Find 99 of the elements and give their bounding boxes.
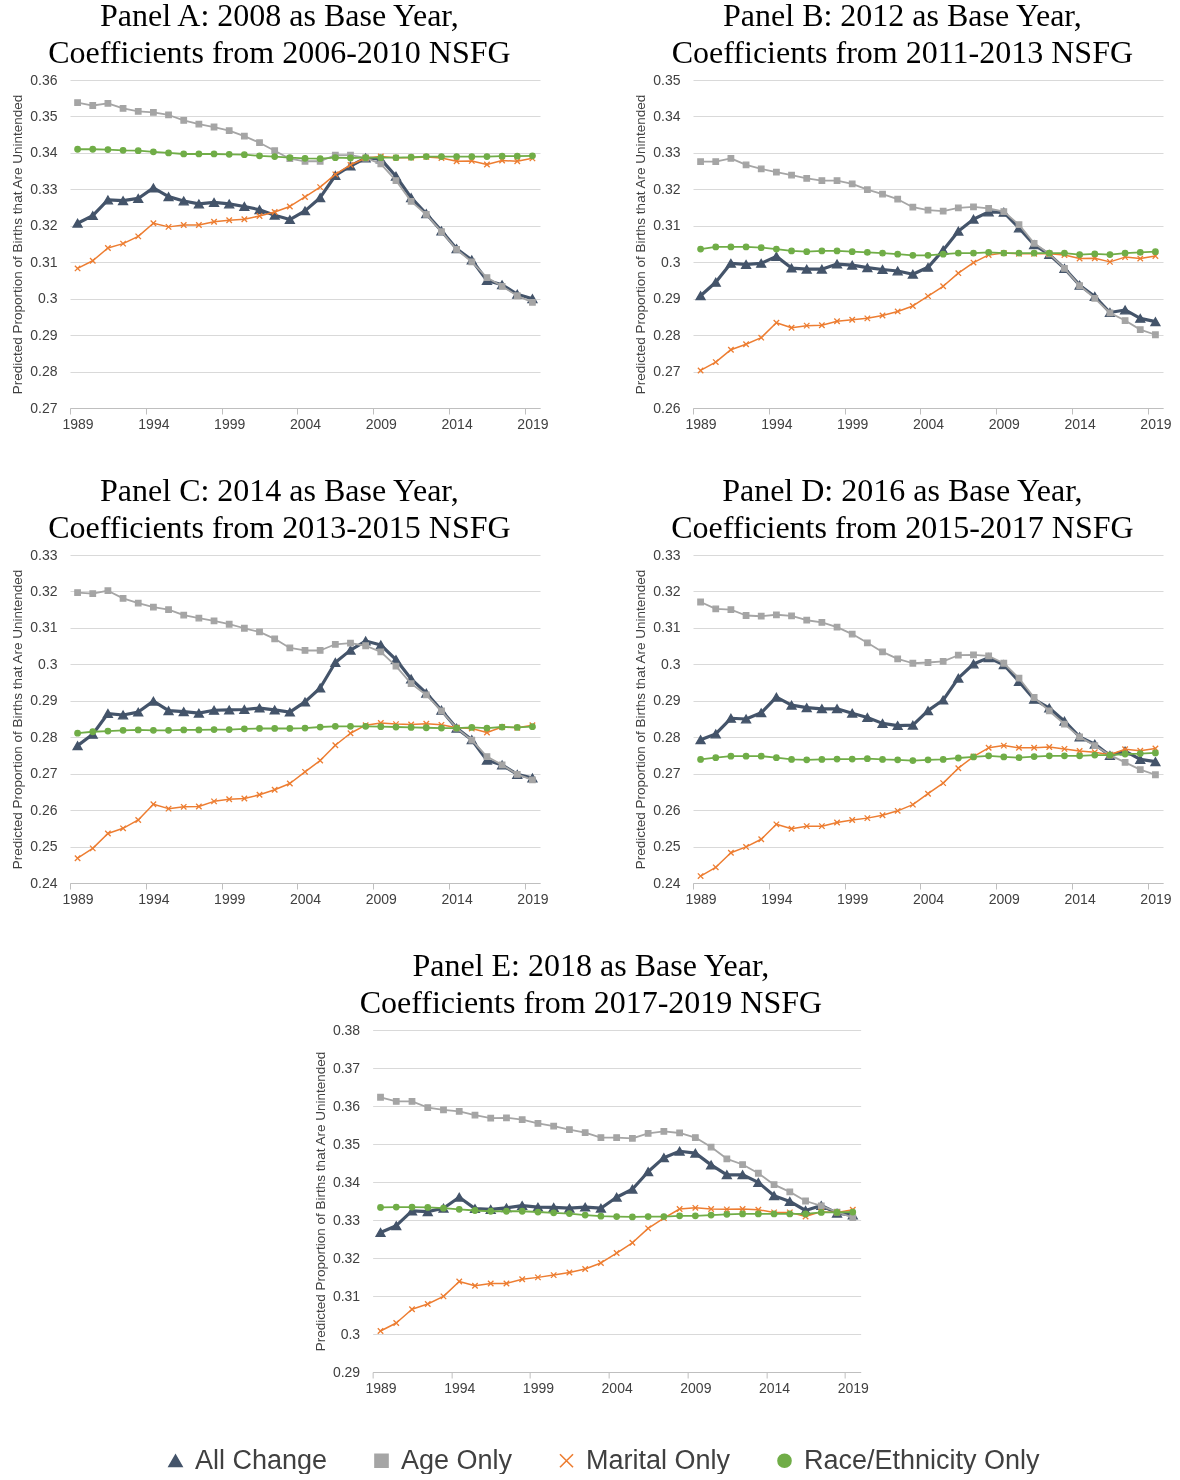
y-tick-label: 0.3 xyxy=(661,253,681,270)
x-tick-label: 1994 xyxy=(761,890,793,907)
legend-label: Age Only xyxy=(401,1444,513,1475)
x-tick-label: 2009 xyxy=(365,890,398,907)
chart-title: Panel C: 2014 as Base Year, Coefficients from 2013-2015 NSFG xyxy=(48,472,511,545)
y-tick-label: 0.33 xyxy=(332,1211,361,1228)
y-tick-label: 0.35 xyxy=(332,1135,361,1152)
y-tick-label: 0.24 xyxy=(653,874,681,891)
y-tick-label: 0.24 xyxy=(30,874,58,891)
y-tick-label: 0.32 xyxy=(332,1249,361,1266)
y-tick-label: 0.27 xyxy=(30,399,58,416)
y-tick-label: 0.31 xyxy=(653,217,681,234)
y-tick-label: 0.27 xyxy=(30,765,58,782)
y-tick-label: 0.28 xyxy=(30,363,58,380)
x-tick-label: 2009 xyxy=(680,1379,712,1396)
y-tick-label: 0.3 xyxy=(38,655,58,672)
y-axis-title: Predicted Proportion of Births that Are Unintended xyxy=(10,569,26,870)
y-axis-title: Predicted Proportion of Births that Are Unintended xyxy=(10,94,26,395)
y-tick-label: 0.35 xyxy=(30,107,58,124)
chart-title: Panel A: 2008 as Base Year, Coefficients from 2006-2010 NSFG xyxy=(48,0,511,70)
x-tick-label: 2014 xyxy=(441,890,473,907)
x-tick-label: 1994 xyxy=(444,1379,476,1396)
x-tick-label: 1989 xyxy=(62,415,94,432)
x-tick-label: 2004 xyxy=(912,890,945,907)
y-tick-label: 0.34 xyxy=(653,107,681,124)
y-tick-label: 0.32 xyxy=(30,582,58,599)
x-tick-label: 2014 xyxy=(1064,890,1096,907)
x-tick-label: 2019 xyxy=(517,415,549,432)
x-tick-label: 1999 xyxy=(214,415,246,432)
y-tick-label: 0.33 xyxy=(653,144,681,161)
y-tick-label: 0.25 xyxy=(30,838,58,855)
x-tick-label: 1999 xyxy=(837,890,869,907)
x-tick-label: 1989 xyxy=(685,890,717,907)
x-tick-label: 2009 xyxy=(988,415,1021,432)
x-tick-label: 2019 xyxy=(837,1379,870,1396)
y-tick-label: 0.3 xyxy=(38,290,58,307)
x-tick-label: 2004 xyxy=(289,890,322,907)
y-tick-label: 0.3 xyxy=(661,655,681,672)
y-tick-label: 0.37 xyxy=(332,1059,361,1076)
x-tick-label: 1989 xyxy=(685,415,717,432)
y-tick-label: 0.28 xyxy=(30,728,58,745)
y-tick-label: 0.27 xyxy=(653,363,681,380)
y-tick-label: 0.29 xyxy=(332,1363,361,1380)
y-tick-label: 0.29 xyxy=(30,326,58,343)
x-tick-label: 2009 xyxy=(365,415,398,432)
x-tick-label: 2019 xyxy=(1140,415,1172,432)
x-tick-label: 1999 xyxy=(837,415,869,432)
legend-label: Marital Only xyxy=(586,1444,731,1475)
x-tick-label: 1989 xyxy=(365,1379,397,1396)
x-tick-label: 2019 xyxy=(1140,890,1172,907)
x-tick-label: 2019 xyxy=(517,890,549,907)
y-tick-label: 0.28 xyxy=(653,326,681,343)
y-tick-label: 0.25 xyxy=(653,838,681,855)
y-tick-label: 0.26 xyxy=(30,801,58,818)
x-tick-label: 2004 xyxy=(601,1379,633,1396)
y-tick-label: 0.32 xyxy=(653,582,681,599)
chart-title: Panel B: 2012 as Base Year, Coefficients from 2011-2013 NSFG xyxy=(671,0,1134,70)
y-tick-label: 0.38 xyxy=(332,1021,361,1038)
y-tick-label: 0.26 xyxy=(653,399,681,416)
y-tick-label: 0.28 xyxy=(653,728,681,745)
y-tick-label: 0.26 xyxy=(653,801,681,818)
legend-label: All Change xyxy=(195,1444,328,1475)
x-tick-label: 1994 xyxy=(138,890,170,907)
y-tick-label: 0.29 xyxy=(30,692,58,709)
y-tick-label: 0.29 xyxy=(653,290,681,307)
y-tick-label: 0.33 xyxy=(30,546,58,563)
x-tick-label: 2014 xyxy=(441,415,473,432)
y-tick-label: 0.32 xyxy=(30,217,58,234)
y-tick-label: 0.31 xyxy=(30,619,58,636)
y-tick-label: 0.36 xyxy=(332,1097,361,1114)
x-tick-label: 2004 xyxy=(912,415,945,432)
x-tick-label: 1999 xyxy=(522,1379,555,1396)
y-tick-label: 0.36 xyxy=(30,71,58,88)
x-tick-label: 2004 xyxy=(289,415,322,432)
y-tick-label: 0.32 xyxy=(653,180,681,197)
chart-title: Panel D: 2016 as Base Year, Coefficients from 2015-2017 NSFG xyxy=(671,472,1134,545)
y-tick-label: 0.3 xyxy=(340,1325,361,1342)
y-axis-title: Predicted Proportion of Births that Are Unintended xyxy=(312,1051,328,1352)
y-tick-label: 0.27 xyxy=(653,765,681,782)
y-tick-label: 0.31 xyxy=(30,253,58,270)
x-tick-label: 2014 xyxy=(1064,415,1096,432)
y-tick-label: 0.34 xyxy=(30,144,58,161)
legend-label: Race/Ethnicity Only xyxy=(804,1444,1041,1475)
y-tick-label: 0.34 xyxy=(332,1173,361,1190)
y-axis-title: Predicted Proportion of Births that Are Unintended xyxy=(633,94,649,395)
y-tick-label: 0.33 xyxy=(653,546,681,563)
y-tick-label: 0.35 xyxy=(653,71,681,88)
x-tick-label: 2014 xyxy=(758,1379,791,1396)
y-tick-label: 0.33 xyxy=(30,180,58,197)
x-tick-label: 1989 xyxy=(62,890,94,907)
y-tick-label: 0.31 xyxy=(332,1287,361,1304)
y-tick-label: 0.29 xyxy=(653,692,681,709)
x-tick-label: 1994 xyxy=(761,415,793,432)
y-tick-label: 0.31 xyxy=(653,619,681,636)
chart-title: Panel E: 2018 as Base Year, Coefficients from 2017-2019 NSFG xyxy=(359,947,823,1020)
x-tick-label: 1994 xyxy=(138,415,170,432)
y-axis-title: Predicted Proportion of Births that Are Unintended xyxy=(633,569,649,870)
x-tick-label: 2009 xyxy=(988,890,1021,907)
x-tick-label: 1999 xyxy=(214,890,246,907)
